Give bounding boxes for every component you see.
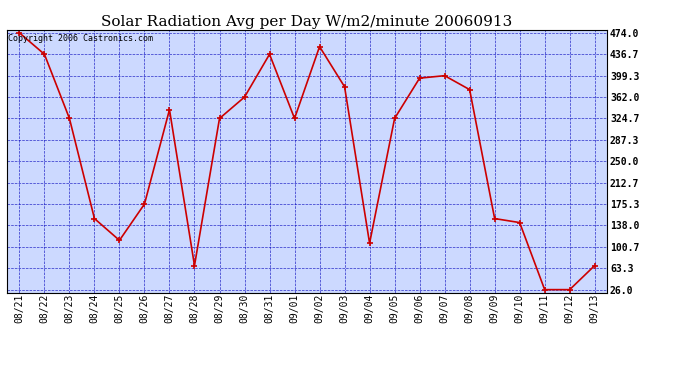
Title: Solar Radiation Avg per Day W/m2/minute 20060913: Solar Radiation Avg per Day W/m2/minute … <box>101 15 513 29</box>
Text: Copyright 2006 Castronics.com: Copyright 2006 Castronics.com <box>8 34 153 43</box>
